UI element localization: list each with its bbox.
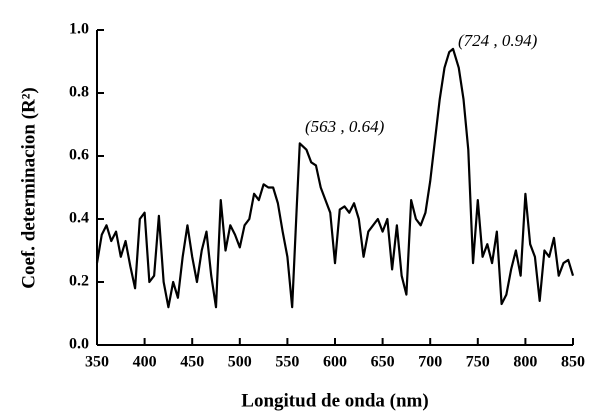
x-tick-label: 600: [323, 354, 347, 371]
data-line: [95, 47, 575, 309]
y-axis-title: Coef. determinacion (R²): [18, 87, 39, 288]
y-tick-label: 0.0: [69, 336, 89, 353]
y-tick-label: 0.2: [69, 273, 89, 290]
y-tick-label: 0.6: [69, 147, 89, 164]
x-tick-label: 650: [371, 354, 395, 371]
annotation: (563 , 0.64): [305, 117, 385, 136]
y-tick-label: 1.0: [69, 21, 89, 38]
x-tick-label: 750: [466, 354, 490, 371]
x-tick-label: 800: [513, 354, 537, 371]
y-tick-label: 0.8: [69, 84, 89, 101]
y-tick-label: 0.4: [69, 210, 89, 227]
x-tick-label: 850: [561, 354, 585, 371]
x-tick-label: 450: [180, 354, 204, 371]
x-tick-label: 350: [85, 354, 109, 371]
x-tick-label: 400: [133, 354, 157, 371]
x-tick-label: 500: [228, 354, 252, 371]
x-axis-title: Longitud de onda (nm): [241, 390, 428, 411]
x-tick-label: 700: [418, 354, 442, 371]
annotation: (724 , 0.94): [458, 31, 538, 50]
x-tick-label: 550: [275, 354, 299, 371]
